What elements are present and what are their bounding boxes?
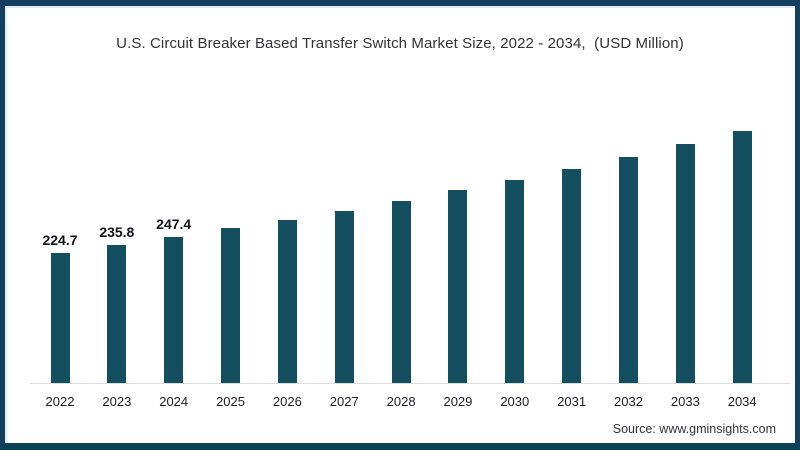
x-tick-label-2022: 2022 <box>45 394 75 409</box>
bar-2034 <box>732 131 752 383</box>
x-tick-label-2025: 2025 <box>216 394 245 409</box>
bar-2022 <box>50 253 70 383</box>
bar-value-label-2022: 224.7 <box>42 232 78 248</box>
x-tick-label-2031: 2031 <box>557 394 587 409</box>
bar-2033 <box>675 144 695 383</box>
x-tick-label-2027: 2027 <box>329 394 359 409</box>
x-tick-label-2034: 2034 <box>727 394 757 409</box>
x-tick-label-2026: 2026 <box>272 394 302 409</box>
x-tick-label-2029: 2029 <box>443 394 473 409</box>
bar-2028 <box>391 201 411 383</box>
bar-2029 <box>448 190 468 383</box>
source-credit: Source: www.gminsights.com <box>612 422 776 436</box>
x-tick-label-2024: 2024 <box>159 394 189 409</box>
bar-2027 <box>334 211 354 383</box>
bar-2025 <box>221 228 241 383</box>
x-axis-line <box>30 383 790 384</box>
bar-value-label-2023: 235.8 <box>99 224 135 240</box>
plot-area: 224.7 2022 235.8 2023 247.4 2024 2025 2026 2027 2… <box>5 6 795 443</box>
x-tick-label-2030: 2030 <box>500 394 530 409</box>
bar-2026 <box>277 220 297 383</box>
x-tick-label-2033: 2033 <box>670 394 700 409</box>
bar-2030 <box>505 180 525 383</box>
bar-value-label-2024: 247.4 <box>156 216 192 232</box>
x-tick-label-2028: 2028 <box>386 394 416 409</box>
chart-title: U.S. Circuit Breaker Based Transfer Swit… <box>116 35 684 52</box>
bar-2024 <box>164 237 184 383</box>
bar-2032 <box>619 157 638 383</box>
bar-2023 <box>107 245 127 383</box>
x-tick-label-2032: 2032 <box>614 394 643 409</box>
bar-2031 <box>562 169 582 383</box>
x-tick-label-2023: 2023 <box>102 394 132 409</box>
